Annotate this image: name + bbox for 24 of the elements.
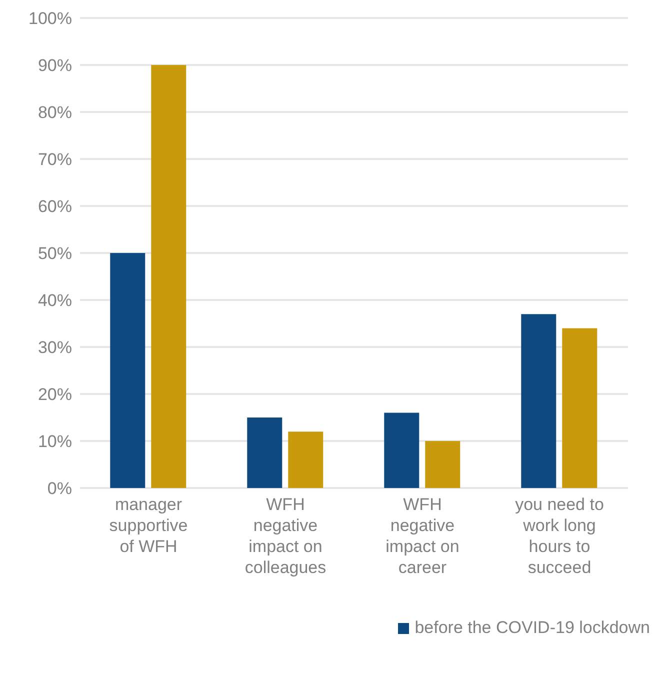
y-tick-label: 20%	[38, 385, 72, 404]
bar	[247, 418, 282, 488]
legend-label: before the COVID-19 lockdown	[414, 618, 650, 638]
y-tick-label: 60%	[38, 197, 72, 216]
y-tick-label: 80%	[38, 103, 72, 122]
x-tick-label: manager supportive of WFH	[109, 495, 188, 556]
bar	[562, 328, 598, 488]
x-tick-label: WFH negative impact on colleagues	[244, 495, 326, 577]
bar	[110, 253, 146, 488]
bar	[521, 314, 556, 488]
y-tick-label: 30%	[38, 338, 72, 358]
bar	[425, 441, 460, 488]
bar	[288, 432, 324, 488]
bar	[384, 412, 420, 488]
y-tick-label: 0%	[47, 479, 72, 498]
y-tick-label: 10%	[38, 432, 72, 452]
y-tick-label: 40%	[38, 291, 72, 310]
y-tick-label: 70%	[38, 150, 72, 170]
x-tick-label: WFH negative impact on career	[386, 495, 460, 577]
y-tick-label: 50%	[38, 244, 72, 264]
x-tick-label: you need to work long hours to succeed	[515, 495, 604, 577]
y-tick-label: 90%	[38, 56, 72, 76]
bar	[151, 65, 186, 488]
y-tick-label: 100%	[28, 9, 72, 28]
